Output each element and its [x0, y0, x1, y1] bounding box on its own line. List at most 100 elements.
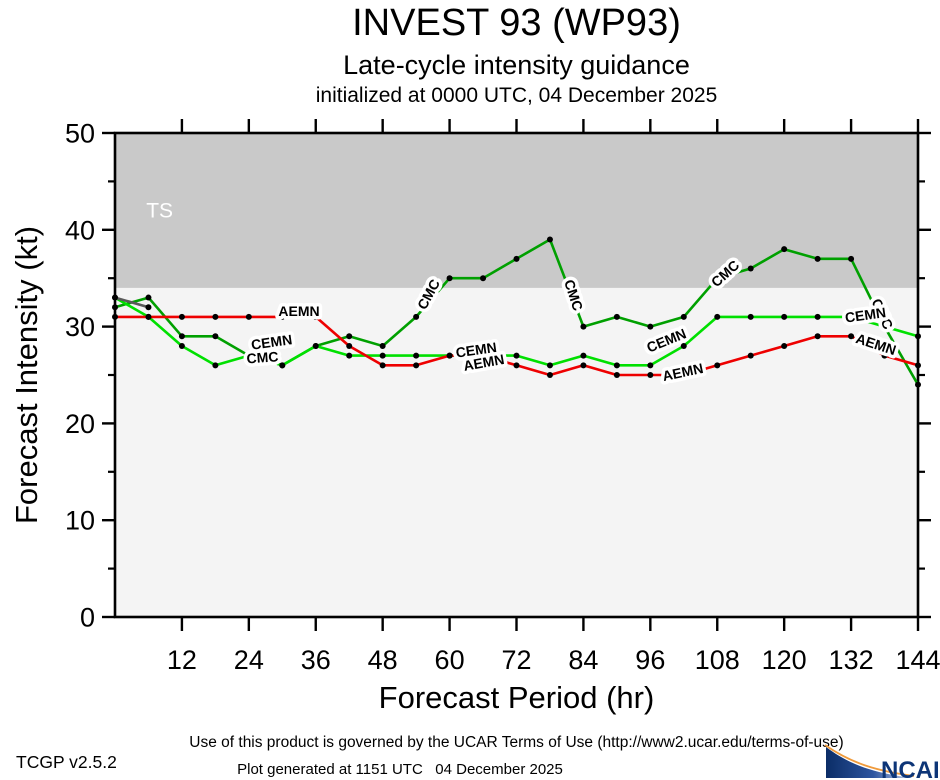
data-point-CMC: [480, 275, 487, 282]
data-point-CEMN: [781, 313, 788, 320]
data-point-CMC: [178, 333, 185, 340]
data-point-AEMN: [915, 362, 921, 369]
data-point-CEMN: [580, 352, 587, 359]
x-tick-label: 132: [829, 645, 874, 675]
data-point-CEMN: [178, 342, 185, 349]
data-point-AEMN: [781, 342, 788, 349]
data-point-CEMN: [647, 362, 654, 369]
x-tick-label: 24: [234, 645, 264, 675]
data-point-CEMN: [915, 333, 921, 340]
ts-threshold-band: [115, 133, 918, 288]
data-point-AEMN: [613, 372, 620, 378]
x-tick-label: 84: [568, 645, 598, 675]
data-point-CEMN: [814, 313, 821, 320]
x-tick-label: 60: [435, 645, 465, 675]
ncar-logo: NCAR: [824, 744, 938, 780]
data-point-CMC: [546, 236, 553, 243]
x-tick-label: 48: [368, 645, 398, 675]
data-point-AEMN: [112, 313, 118, 320]
x-tick-label: 144: [895, 645, 940, 675]
x-tick-label: 120: [762, 645, 807, 675]
data-point-CEMN: [245, 352, 252, 359]
data-point-CMC: [580, 323, 587, 330]
data-point-CMC: [814, 255, 821, 262]
series-line-gray: [114, 296, 149, 309]
data-point-AEMN: [245, 313, 252, 320]
data-point-CEMN: [613, 362, 620, 369]
x-tick-label: 72: [501, 645, 531, 675]
data-point-CMC: [848, 255, 855, 262]
data-point-CEMN: [747, 313, 754, 320]
data-point-CEMN: [513, 352, 520, 359]
data-point-AEMN: [446, 352, 453, 359]
y-tick-label: 40: [65, 215, 95, 245]
ncar-wordmark: NCAR: [881, 757, 938, 780]
data-point-AEMN: [546, 372, 553, 378]
x-tick-label: 96: [635, 645, 665, 675]
data-point-CEMN: [212, 362, 219, 369]
data-point-AEMN: [212, 313, 219, 320]
data-point-AEMN: [312, 313, 319, 320]
x-tick-label: 36: [301, 645, 331, 675]
data-point-CMC: [379, 342, 386, 349]
data-point-AEMN: [480, 352, 487, 359]
data-point-CEMN: [881, 323, 888, 330]
data-point-AEMN: [747, 352, 754, 359]
data-point-AEMN: [580, 362, 587, 369]
data-point-AEMN: [848, 333, 855, 340]
ncar-swoosh: [826, 747, 912, 778]
x-tick-label: 12: [167, 645, 197, 675]
data-point-CMC: [346, 333, 353, 340]
data-point-CMC: [212, 333, 219, 340]
data-point-CMC: [613, 313, 620, 320]
tcgp-version-text: TCGP v2.5.2: [16, 752, 117, 772]
data-point-AEMN: [379, 362, 386, 369]
ts-band-label: TS: [146, 199, 173, 222]
plot-generated-text: Plot generated at 1151 UTC 04 December 2…: [237, 761, 563, 778]
data-point-CEMN: [379, 352, 386, 359]
data-point-CMC: [781, 246, 788, 253]
series-label-CMC: CMC: [246, 348, 279, 366]
data-point-AEMN: [513, 362, 520, 369]
data-point-CMC: [112, 304, 118, 311]
series-label-AEMN: AEMN: [278, 303, 319, 319]
data-point-AEMN: [346, 342, 353, 349]
data-point-CEMN: [714, 313, 721, 320]
data-point-CMC: [915, 381, 921, 388]
data-point-AEMN: [714, 362, 721, 369]
ncar-orange-arc: [824, 744, 915, 777]
data-point-CEMN: [848, 313, 855, 320]
data-point-CEMN: [312, 342, 319, 349]
x-axis-title: Forecast Period (hr): [378, 680, 655, 715]
data-point-gray: [112, 294, 118, 301]
page-title: INVEST 93 (WP93): [352, 2, 681, 44]
data-point-CMC: [680, 313, 687, 320]
data-point-AEMN: [680, 372, 687, 378]
plot-frame: [113, 131, 920, 619]
data-point-CMC: [714, 275, 721, 282]
x-tick-label: 108: [695, 645, 740, 675]
page-subtitle: Late-cycle intensity guidance: [343, 50, 690, 80]
data-point-CMC: [446, 275, 453, 282]
data-point-CEMN: [346, 352, 353, 359]
data-point-gray: [145, 304, 152, 311]
y-tick-label: 50: [65, 119, 95, 149]
data-point-CEMN: [413, 352, 420, 359]
y-tick-label: 0: [80, 603, 95, 633]
data-point-AEMN: [145, 313, 152, 320]
y-tick-label: 30: [65, 312, 95, 342]
data-point-CMC: [647, 323, 654, 330]
data-point-CMC: [145, 294, 152, 301]
data-point-AEMN: [881, 352, 888, 359]
data-point-CMC: [513, 255, 520, 262]
y-tick-label: 10: [65, 506, 95, 536]
data-point-AEMN: [279, 313, 286, 320]
data-point-AEMN: [413, 362, 420, 369]
data-point-AEMN: [647, 372, 654, 378]
data-point-CMC: [747, 265, 754, 272]
data-point-CMC: [413, 313, 420, 320]
data-point-CEMN: [680, 342, 687, 349]
data-point-AEMN: [814, 333, 821, 340]
